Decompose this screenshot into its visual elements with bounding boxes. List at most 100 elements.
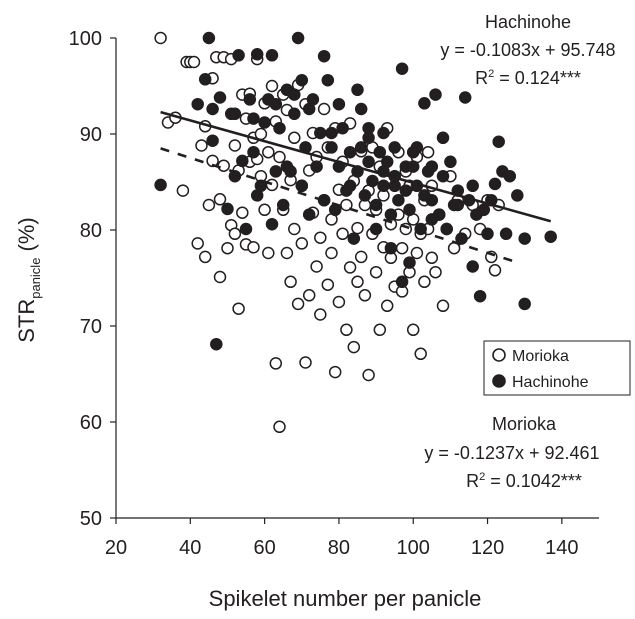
morioka-annotation-name: Morioka [492, 414, 557, 434]
data-point-hachinohe [276, 198, 290, 212]
data-point-morioka [317, 102, 331, 116]
y-axis-label-subscript: panicle [28, 258, 43, 299]
data-point-hachinohe [436, 169, 450, 183]
data-point-morioka [291, 297, 305, 311]
legend: Morioka Hachinohe [483, 340, 631, 396]
data-point-hachinohe [288, 107, 301, 121]
data-point-hachinohe [410, 141, 424, 154]
data-point-hachinohe [425, 213, 439, 226]
data-point-morioka [354, 250, 368, 264]
data-point-morioka [213, 193, 227, 206]
data-point-hachinohe [477, 203, 491, 217]
data-point-hachinohe [336, 121, 349, 135]
y-tick-label: 80 [80, 220, 102, 242]
data-point-hachinohe [373, 145, 387, 159]
data-point-hachinohe [321, 73, 335, 87]
data-point-hachinohe [384, 241, 398, 255]
data-point-morioka [421, 145, 435, 159]
data-point-hachinohe [377, 126, 390, 140]
data-point-hachinohe [213, 91, 227, 104]
data-point-morioka [262, 246, 275, 260]
y-axis-label: STRpanicle (%) [14, 217, 43, 343]
data-point-morioka [273, 420, 286, 434]
data-point-morioka [154, 31, 167, 45]
y-tick-label: 70 [80, 316, 102, 338]
data-point-hachinohe [488, 177, 502, 191]
data-point-hachinohe [198, 73, 212, 86]
morioka-r2-value: = 0.1042*** [485, 471, 582, 491]
data-point-hachinohe [302, 102, 316, 116]
data-point-hachinohe [325, 126, 338, 140]
data-point-morioka [314, 231, 327, 244]
data-point-hachinohe [499, 227, 513, 241]
data-point-morioka [265, 79, 279, 93]
data-point-morioka [343, 261, 357, 274]
data-point-hachinohe [358, 189, 372, 202]
data-point-hachinohe [369, 198, 383, 212]
data-point-hachinohe [206, 134, 219, 147]
data-point-morioka [232, 302, 245, 315]
data-point-morioka [336, 227, 349, 241]
data-point-hachinohe [392, 193, 405, 207]
y-tick-label: 60 [80, 412, 102, 434]
data-point-hachinohe [425, 160, 439, 173]
legend-box [483, 340, 631, 396]
data-point-hachinohe [395, 275, 409, 289]
data-point-hachinohe [384, 208, 398, 221]
data-point-hachinohe [239, 222, 253, 236]
morioka-equation: y = -0.1237x + 92.461 [424, 443, 599, 463]
data-point-morioka [288, 131, 301, 145]
data-point-hachinohe [243, 93, 257, 106]
data-point-morioka [206, 154, 219, 168]
data-point-hachinohe [362, 155, 375, 169]
data-point-hachinohe [291, 31, 305, 45]
data-point-morioka [265, 178, 279, 192]
data-point-morioka [358, 289, 372, 302]
legend-marker-hachinohe-icon [492, 374, 506, 388]
data-point-hachinohe [466, 260, 479, 273]
data-point-hachinohe [228, 107, 242, 121]
data-point-hachinohe [388, 179, 401, 193]
data-point-hachinohe [406, 160, 420, 173]
data-point-hachinohe [250, 189, 264, 202]
hachinohe-r2: R2 = 0.124*** [475, 68, 581, 88]
data-point-hachinohe [302, 208, 316, 221]
data-point-hachinohe [288, 88, 301, 101]
data-point-hachinohe [436, 131, 450, 145]
morioka-r2-prefix: R [466, 471, 479, 491]
data-point-hachinohe [247, 145, 260, 159]
hachinohe-r2-value: = 0.124*** [494, 68, 581, 88]
data-point-hachinohe [503, 169, 517, 183]
data-point-hachinohe [273, 121, 286, 135]
data-point-hachinohe [377, 179, 390, 193]
data-point-morioka [332, 295, 346, 309]
legend-label-hachinohe: Hachinohe [512, 374, 589, 391]
data-point-hachinohe [418, 189, 431, 202]
data-point-hachinohe [440, 222, 453, 236]
data-point-morioka [436, 299, 450, 313]
data-point-hachinohe [362, 121, 375, 135]
data-point-hachinohe [366, 174, 379, 188]
data-point-morioka [425, 251, 439, 265]
trend-lines [160, 110, 552, 264]
trend-line-hachinohe [160, 110, 552, 223]
data-point-hachinohe [473, 289, 487, 303]
data-point-hachinohe [191, 97, 204, 111]
data-point-hachinohe [429, 88, 442, 101]
x-tick-label: 120 [471, 537, 504, 559]
data-point-hachinohe [280, 160, 294, 173]
data-point-hachinohe [395, 62, 409, 75]
legend-label-morioka: Morioka [512, 348, 569, 365]
data-point-hachinohe [295, 179, 309, 193]
data-point-hachinohe [354, 102, 368, 116]
data-point-morioka [236, 206, 249, 219]
data-point-hachinohe [314, 126, 327, 140]
data-point-hachinohe [544, 230, 557, 243]
y-axis-label-main: STR [14, 299, 39, 343]
data-point-morioka [187, 55, 201, 69]
data-point-morioka [347, 340, 361, 354]
data-point-morioka [351, 275, 364, 289]
data-point-hachinohe [232, 49, 245, 62]
